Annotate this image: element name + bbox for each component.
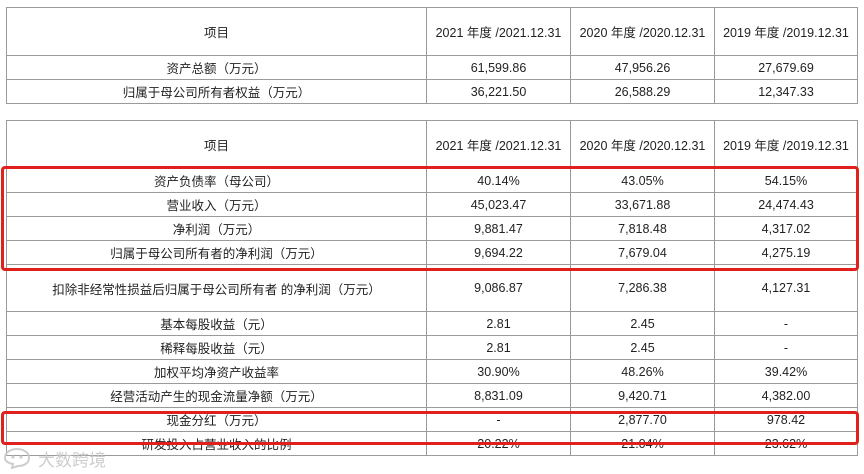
table-row: 稀释每股收益（元） 2.81 2.45 -: [6, 335, 858, 360]
value-2021: 36,221.50: [426, 79, 571, 104]
row-label: 资产总额（万元）: [6, 55, 427, 80]
value-2020: 7,818.48: [570, 216, 715, 241]
value-2020: 47,956.26: [570, 55, 715, 80]
value-2019: -: [714, 335, 858, 360]
value-2020: 2,877.70: [570, 407, 715, 432]
value-2019: -: [714, 311, 858, 336]
table-row: 扣除非经常性损益后归属于母公司所有者 的净利润（万元） 9,086.87 7,2…: [6, 264, 858, 312]
table-row: 归属于母公司所有者权益（万元） 36,221.50 26,588.29 12,3…: [6, 79, 858, 104]
header-2021: 2021 年度 /2021.12.31: [426, 7, 571, 56]
header-2021: 2021 年度 /2021.12.31: [426, 120, 571, 169]
table-row: 归属于母公司所有者的净利润（万元） 9,694.22 7,679.04 4,27…: [6, 240, 858, 265]
value-2021: 61,599.86: [426, 55, 571, 80]
table-row: 经营活动产生的现金流量净额（万元） 8,831.09 9,420.71 4,38…: [6, 383, 858, 408]
row-label: 基本每股收益（元）: [6, 311, 427, 336]
value-2021: 2.81: [426, 311, 571, 336]
value-2020: 9,420.71: [570, 383, 715, 408]
financial-indicators-table: 项目 2021 年度 /2021.12.31 2020 年度 /2020.12.…: [6, 120, 858, 456]
value-2021: 9,881.47: [426, 216, 571, 241]
header-item: 项目: [6, 7, 427, 56]
table-row: 营业收入（万元） 45,023.47 33,671.88 24,474.43: [6, 192, 858, 217]
value-2020: 26,588.29: [570, 79, 715, 104]
value-2021: -: [426, 407, 571, 432]
value-2019: 24,474.43: [714, 192, 858, 217]
header-2020: 2020 年度 /2020.12.31: [570, 7, 715, 56]
value-2021: 8,831.09: [426, 383, 571, 408]
table-row: 研发投入占营业收入的比例 20.22% 21.04% 23.62%: [6, 431, 858, 456]
value-2019: 54.15%: [714, 168, 858, 193]
table-row: 资产总额（万元） 61,599.86 47,956.26 27,679.69: [6, 55, 858, 80]
value-2021: 9,086.87: [426, 264, 571, 312]
value-2020: 7,286.38: [570, 264, 715, 312]
value-2021: 2.81: [426, 335, 571, 360]
header-2020: 2020 年度 /2020.12.31: [570, 120, 715, 169]
header-2019: 2019 年度 /2019.12.31: [714, 120, 858, 169]
value-2019: 39.42%: [714, 359, 858, 384]
value-2020: 2.45: [570, 335, 715, 360]
row-label: 现金分红（万元）: [6, 407, 427, 432]
value-2019: 4,275.19: [714, 240, 858, 265]
header-item: 项目: [6, 120, 427, 169]
value-2019: 4,317.02: [714, 216, 858, 241]
row-label: 归属于母公司所有者权益（万元）: [6, 79, 427, 104]
summary-table: 项目 2021 年度 /2021.12.31 2020 年度 /2020.12.…: [6, 7, 858, 104]
value-2019: 4,382.00: [714, 383, 858, 408]
value-2019: 12,347.33: [714, 79, 858, 104]
row-label: 归属于母公司所有者的净利润（万元）: [6, 240, 427, 265]
table-row: 资产负债率（母公司） 40.14% 43.05% 54.15%: [6, 168, 858, 193]
value-2019: 23.62%: [714, 431, 858, 456]
row-label: 经营活动产生的现金流量净额（万元）: [6, 383, 427, 408]
row-label: 资产负债率（母公司）: [6, 168, 427, 193]
value-2021: 20.22%: [426, 431, 571, 456]
row-label: 扣除非经常性损益后归属于母公司所有者 的净利润（万元）: [6, 264, 427, 312]
table-row: 现金分红（万元） - 2,877.70 978.42: [6, 407, 858, 432]
value-2020: 2.45: [570, 311, 715, 336]
table-row: 净利润（万元） 9,881.47 7,818.48 4,317.02: [6, 216, 858, 241]
value-2020: 48.26%: [570, 359, 715, 384]
value-2021: 45,023.47: [426, 192, 571, 217]
value-2020: 7,679.04: [570, 240, 715, 265]
value-2020: 21.04%: [570, 431, 715, 456]
value-2019: 27,679.69: [714, 55, 858, 80]
row-label: 营业收入（万元）: [6, 192, 427, 217]
header-row: 项目 2021 年度 /2021.12.31 2020 年度 /2020.12.…: [6, 120, 858, 169]
value-2021: 40.14%: [426, 168, 571, 193]
row-label: 稀释每股收益（元）: [6, 335, 427, 360]
row-label: 加权平均净资产收益率: [6, 359, 427, 384]
table-row: 基本每股收益（元） 2.81 2.45 -: [6, 311, 858, 336]
row-label: 研发投入占营业收入的比例: [6, 431, 427, 456]
value-2021: 9,694.22: [426, 240, 571, 265]
value-2019: 4,127.31: [714, 264, 858, 312]
row-label: 净利润（万元）: [6, 216, 427, 241]
value-2020: 43.05%: [570, 168, 715, 193]
table-row: 加权平均净资产收益率 30.90% 48.26% 39.42%: [6, 359, 858, 384]
value-2019: 978.42: [714, 407, 858, 432]
value-2020: 33,671.88: [570, 192, 715, 217]
value-2021: 30.90%: [426, 359, 571, 384]
header-row: 项目 2021 年度 /2021.12.31 2020 年度 /2020.12.…: [6, 7, 858, 56]
header-2019: 2019 年度 /2019.12.31: [714, 7, 858, 56]
